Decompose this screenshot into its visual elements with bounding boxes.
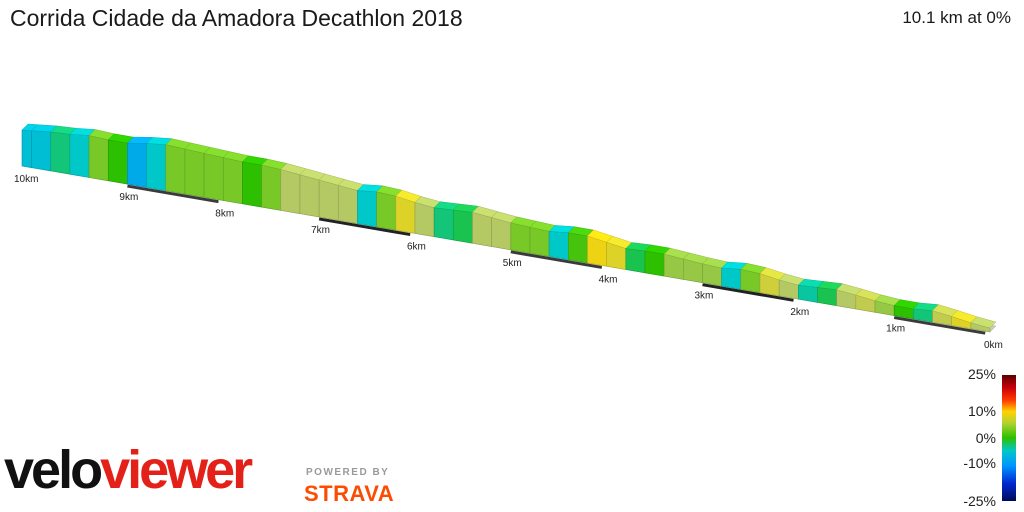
profile-segment	[414, 201, 435, 238]
logo-text-viewer: viewer	[100, 440, 253, 500]
profile-segment	[127, 142, 147, 188]
veloviewer-logo[interactable]: veloviewer	[4, 440, 253, 500]
profile-segment	[452, 209, 473, 244]
activity-title: Corrida Cidade da Amadora Decathlon 2018	[10, 5, 463, 31]
profile-segment	[107, 139, 128, 185]
profile-segment	[222, 157, 243, 205]
profile-segment	[567, 232, 588, 264]
profile-segment	[491, 217, 512, 251]
profile-segment	[184, 148, 205, 198]
legend-label-high: 10%	[967, 403, 996, 419]
km-label-0: 0km	[984, 340, 1003, 351]
km-segment	[510, 250, 603, 269]
profile-segment	[69, 133, 90, 178]
profile-segment	[318, 179, 339, 221]
profile-segment	[376, 191, 397, 231]
legend-label-low: -10%	[963, 455, 996, 471]
profile-segment	[21, 129, 32, 168]
km-segment	[318, 217, 411, 237]
profile-segment	[798, 284, 818, 303]
gradient-color-scale	[1002, 375, 1016, 501]
profile-segment	[644, 250, 665, 277]
strava-logo[interactable]: STRAVA	[304, 481, 395, 506]
profile-segment	[88, 135, 109, 182]
profile-segment	[472, 211, 492, 247]
profile-segment	[146, 143, 167, 192]
km-segment	[127, 184, 219, 204]
legend-label-max: 25%	[967, 366, 996, 382]
profile-segment	[433, 207, 454, 241]
profile-segment	[721, 267, 742, 290]
profile-segment	[529, 226, 550, 257]
profile-segment	[395, 195, 416, 234]
profile-segment	[299, 174, 320, 218]
profile-segment	[817, 287, 837, 307]
km-label-2: 2km	[790, 307, 809, 318]
legend-label-min: -25%	[963, 493, 996, 509]
distance-grade-summary: 10.1 km at 0%	[902, 8, 1011, 27]
km-label-3: 3km	[694, 291, 713, 302]
km-segment	[893, 316, 986, 335]
km-label-9: 9km	[119, 192, 138, 203]
profile-segment	[203, 152, 224, 201]
profile-segment	[261, 164, 282, 211]
km-label-6: 6km	[407, 241, 426, 252]
km-segment	[702, 283, 794, 302]
profile-segment	[357, 190, 377, 228]
profile-segment	[280, 168, 301, 215]
profile-segment	[625, 248, 646, 274]
elevation-profile-3d: 0km 1km 2km 3km 4km 5km 6km 7km 8km 9km 10km	[14, 123, 1003, 351]
km-label-7: 7km	[311, 225, 330, 236]
powered-by-label: POWERED BY	[306, 467, 390, 478]
legend-label-zero: 0%	[975, 430, 996, 446]
km-label-5: 5km	[503, 258, 522, 269]
profile-segment	[165, 144, 186, 195]
km-label-4: 4km	[599, 274, 618, 285]
profile-segment	[548, 231, 569, 261]
profile-segment	[337, 184, 358, 224]
profile-segment	[50, 131, 71, 175]
profile-segment	[31, 130, 52, 172]
logo-text-velo: velo	[4, 440, 103, 500]
km-label-8: 8km	[215, 209, 234, 220]
profile-segment	[510, 222, 531, 254]
km-label-1: 1km	[886, 324, 905, 335]
profile-segment-top	[970, 316, 997, 329]
profile-segment	[242, 161, 262, 208]
km-label-10: 10km	[14, 174, 38, 185]
